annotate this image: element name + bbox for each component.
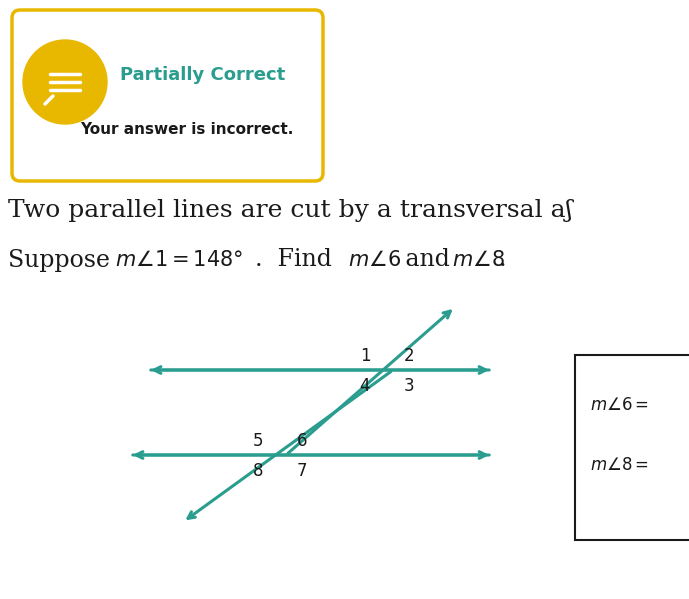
Text: Partially Correct: Partially Correct bbox=[120, 66, 285, 84]
Text: 3: 3 bbox=[404, 377, 414, 395]
Text: .  Find: . Find bbox=[255, 249, 340, 271]
Text: $m\angle 6 =$: $m\angle 6 =$ bbox=[590, 397, 649, 413]
Text: $m\angle 1=148°$: $m\angle 1=148°$ bbox=[115, 250, 243, 270]
Text: 5: 5 bbox=[253, 432, 263, 450]
Text: 2: 2 bbox=[404, 347, 414, 365]
Text: $m\angle 6$: $m\angle 6$ bbox=[348, 250, 401, 270]
Text: Suppose: Suppose bbox=[8, 249, 118, 271]
FancyBboxPatch shape bbox=[12, 10, 323, 181]
Text: .: . bbox=[499, 249, 506, 271]
Text: $m\angle 8$: $m\angle 8$ bbox=[452, 250, 505, 270]
Text: and: and bbox=[398, 249, 457, 271]
Text: $m\angle 8 =$: $m\angle 8 =$ bbox=[590, 456, 649, 473]
FancyBboxPatch shape bbox=[575, 355, 689, 540]
Text: 1: 1 bbox=[360, 347, 370, 365]
Circle shape bbox=[23, 40, 107, 124]
Text: 6: 6 bbox=[297, 432, 307, 450]
Text: 4: 4 bbox=[360, 377, 370, 395]
Text: Two parallel lines are cut by a transversal aʃ: Two parallel lines are cut by a transver… bbox=[8, 198, 573, 222]
Text: 7: 7 bbox=[297, 462, 307, 480]
Text: Your answer is incorrect.: Your answer is incorrect. bbox=[80, 123, 294, 138]
Text: 8: 8 bbox=[253, 462, 263, 480]
